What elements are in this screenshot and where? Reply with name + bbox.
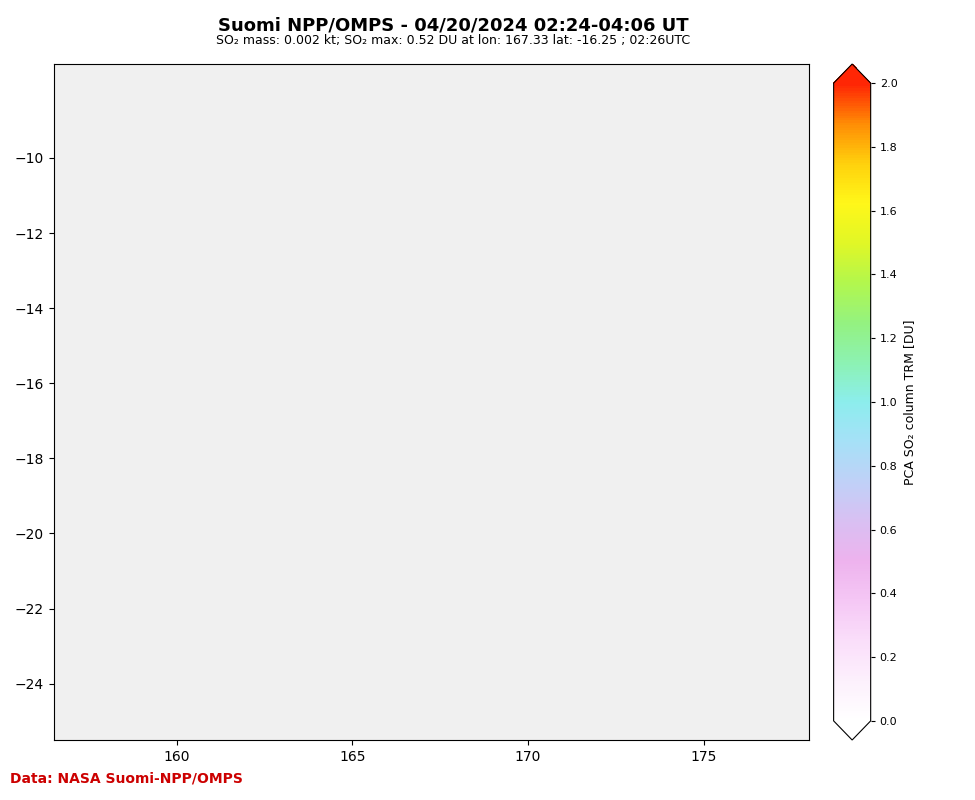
Text: Data: NASA Suomi-NPP/OMPS: Data: NASA Suomi-NPP/OMPS [10,771,243,786]
Text: SO₂ mass: 0.002 kt; SO₂ max: 0.52 DU at lon: 167.33 lat: -16.25 ; 02:26UTC: SO₂ mass: 0.002 kt; SO₂ max: 0.52 DU at … [216,34,690,47]
PathPatch shape [834,64,871,83]
Text: Suomi NPP/OMPS - 04/20/2024 02:24-04:06 UT: Suomi NPP/OMPS - 04/20/2024 02:24-04:06 … [218,16,688,34]
Y-axis label: PCA SO₂ column TRM [DU]: PCA SO₂ column TRM [DU] [903,319,916,485]
PathPatch shape [834,721,871,740]
